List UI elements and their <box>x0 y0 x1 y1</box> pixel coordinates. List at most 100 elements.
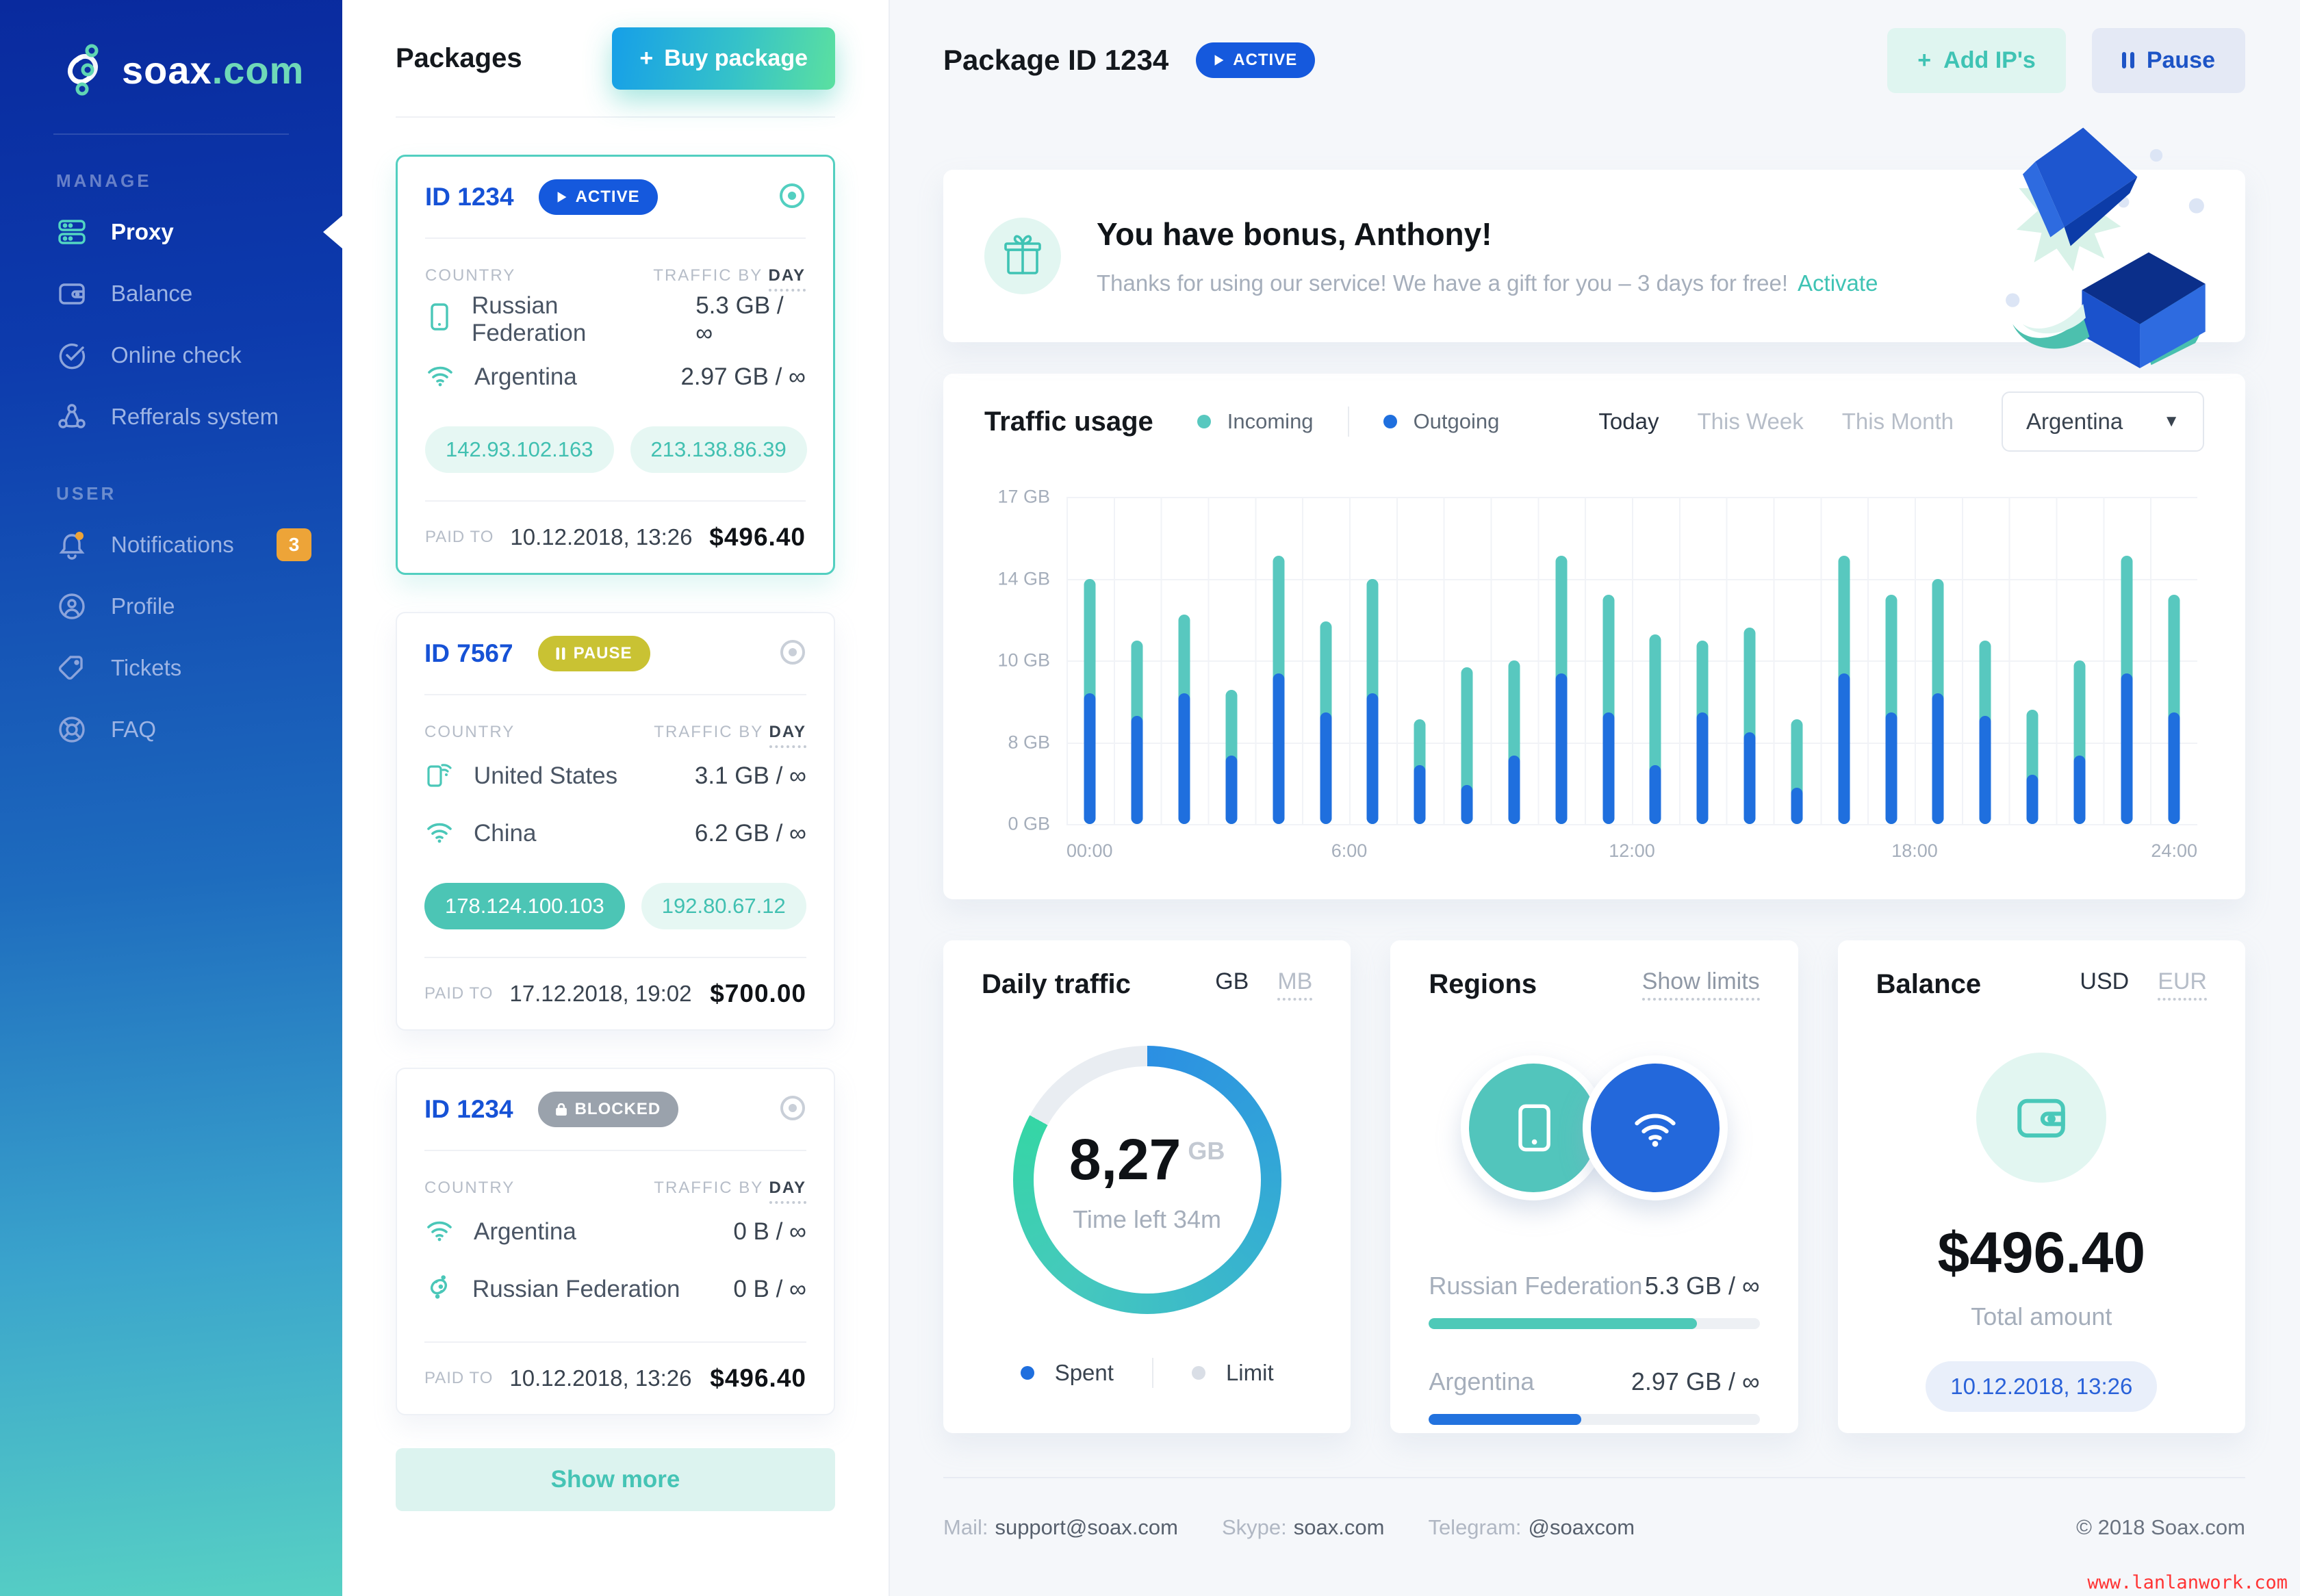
chart-gridline <box>1066 497 2197 498</box>
target-icon[interactable] <box>778 182 806 213</box>
footer-mail-value[interactable]: support@soax.com <box>995 1515 1178 1539</box>
chart-gridline <box>1066 578 2197 580</box>
ip-chip[interactable]: 213.138.86.39 <box>630 426 807 473</box>
traffic-mode-toggle[interactable]: DAY <box>769 723 806 748</box>
sidebar-item-profile[interactable]: Profile <box>0 576 342 637</box>
play-icon <box>557 192 567 203</box>
ip-chip[interactable]: 192.80.67.12 <box>641 883 806 929</box>
bar-outgoing <box>2168 712 2180 824</box>
limit-legend-label: Limit <box>1225 1360 1274 1385</box>
target-icon[interactable] <box>779 1094 806 1125</box>
x-axis-tick: 12:00 <box>1609 840 1655 861</box>
region-row: Argentina 2.97 GB / ∞ <box>1429 1367 1759 1396</box>
package-id: ID 1234 <box>425 183 514 211</box>
status-badge-blocked: BLOCKED <box>537 1092 679 1127</box>
footer: Mail: support@soax.com Skype: soax.com Tel… <box>943 1477 2245 1540</box>
sidebar-item-balance[interactable]: Balance <box>0 263 342 324</box>
ip-chip-selected[interactable]: 178.124.100.103 <box>424 883 625 929</box>
package-card-paused[interactable]: ID 7567 PAUSE COUNTRY TRAFFIC BY DAY Uni… <box>396 612 835 1031</box>
currency-usd[interactable]: USD <box>2080 968 2130 994</box>
sidebar-item-notifications[interactable]: Notifications 3 <box>0 514 342 576</box>
sidebar-item-tickets[interactable]: Tickets <box>0 637 342 699</box>
package-card-blocked[interactable]: ID 1234 BLOCKED COUNTRY TRAFFIC BY DAY A… <box>396 1068 835 1415</box>
chain-icon <box>424 1272 453 1308</box>
brand-logo[interactable]: soax.com <box>0 0 342 101</box>
sidebar-item-refferals[interactable]: Refferals system <box>0 386 342 448</box>
tab-this-month[interactable]: This Month <box>1841 409 1954 434</box>
notifications-badge: 3 <box>276 528 312 561</box>
unit-switch: GB MB <box>1215 968 1313 1001</box>
incoming-legend-label: Incoming <box>1227 409 1314 433</box>
country-row: United States 3.1 GB / ∞ <box>424 747 806 805</box>
add-ips-button[interactable]: + Add IP's <box>1887 27 2066 93</box>
traffic-usage-card: Traffic usage Incoming Outgoing Today Th… <box>943 374 2245 899</box>
footer-mail: Mail: support@soax.com <box>943 1515 1178 1539</box>
traffic-column-label: TRAFFIC BY DAY <box>653 266 806 292</box>
share-network-icon <box>56 401 88 433</box>
packages-divider <box>396 116 835 118</box>
paid-to-label: PAID TO <box>424 984 494 1003</box>
country-column-label: COUNTRY <box>425 266 516 285</box>
package-price: $700.00 <box>710 979 806 1007</box>
x-axis-tick: 6:00 <box>1331 840 1368 861</box>
sidebar-item-proxy[interactable]: Proxy <box>0 201 342 263</box>
bar-outgoing <box>1461 784 1473 824</box>
bar-outgoing <box>2073 755 2086 824</box>
region-value: 2.97 GB / ∞ <box>1631 1367 1760 1395</box>
pause-button[interactable]: Pause <box>2091 27 2245 93</box>
sidebar-item-online-check[interactable]: Online check <box>0 324 342 386</box>
sidebar-item-label: Proxy <box>111 219 174 244</box>
card-divider <box>424 1150 806 1151</box>
soax-logo-icon <box>58 40 107 101</box>
region-name: Argentina <box>1429 1367 1535 1395</box>
package-card-active[interactable]: ID 1234 ACTIVE COUNTRY TRAFFIC BY DAY Ru… <box>396 155 835 575</box>
region-select[interactable]: Argentina ▼ <box>2002 391 2204 452</box>
sidebar-section-user: USER <box>56 483 117 504</box>
wallet-icon <box>56 278 88 309</box>
daily-traffic-card: Daily traffic GB MB 8,27 GB Time left 34m <box>943 940 1351 1433</box>
chart-gridline <box>1066 660 2197 662</box>
footer-telegram-value[interactable]: @soaxcom <box>1528 1515 1635 1539</box>
unit-mb[interactable]: MB <box>1277 968 1313 1001</box>
bar-outgoing <box>1320 712 1332 824</box>
status-badge-active: ACTIVE <box>538 179 658 215</box>
show-more-button[interactable]: Show more <box>396 1448 835 1511</box>
plus-icon: + <box>1917 47 1932 73</box>
chart-x-axis: 00:00 6:00 12:00 18:00 24:00 <box>1066 840 2197 868</box>
bonus-banner: You have bonus, Anthony! Thanks for usin… <box>943 127 2245 368</box>
footer-skype-value[interactable]: soax.com <box>1293 1515 1385 1539</box>
limit-legend-dot <box>1191 1366 1205 1380</box>
activate-link[interactable]: Activate <box>1798 270 1878 296</box>
region-progress-fill <box>1429 1414 1581 1425</box>
server-icon <box>56 216 88 248</box>
bar-outgoing <box>1178 693 1190 824</box>
bar-outgoing <box>1366 693 1379 824</box>
y-axis-tick: 10 GB <box>997 649 1050 671</box>
target-icon[interactable] <box>779 639 806 669</box>
tab-this-week[interactable]: This Week <box>1697 409 1804 434</box>
sidebar-item-faq[interactable]: FAQ <box>0 699 342 760</box>
daily-traffic-title: Daily traffic <box>982 968 1131 999</box>
ip-chip[interactable]: 142.93.102.163 <box>425 426 614 473</box>
country-row: Russian Federation 5.3 GB / ∞ <box>425 291 806 348</box>
brand-name: soax.com <box>122 49 305 92</box>
balance-label: Total amount <box>1971 1302 2112 1330</box>
sidebar-divider <box>53 133 289 135</box>
balance-title: Balance <box>1876 968 1982 999</box>
currency-eur[interactable]: EUR <box>2158 968 2207 1001</box>
footer-skype: Skype: soax.com <box>1221 1515 1385 1539</box>
traffic-mode-toggle[interactable]: DAY <box>769 1179 806 1204</box>
outgoing-legend-label: Outgoing <box>1413 409 1500 433</box>
traffic-mode-toggle[interactable]: DAY <box>768 266 806 292</box>
user-circle-icon <box>56 591 88 622</box>
copyright: © 2018 Soax.com <box>2076 1515 2245 1539</box>
show-limits-link[interactable]: Show limits <box>1641 968 1760 1001</box>
unit-gb[interactable]: GB <box>1215 968 1249 994</box>
chart-plot: 17 GB 14 GB 10 GB 8 GB 0 GB <box>997 487 2197 834</box>
tab-today[interactable]: Today <box>1598 409 1659 434</box>
gift-icon <box>984 218 1061 294</box>
buy-package-button[interactable]: + Buy package <box>612 27 835 90</box>
plus-icon: + <box>639 44 654 71</box>
lock-icon <box>555 1103 567 1116</box>
